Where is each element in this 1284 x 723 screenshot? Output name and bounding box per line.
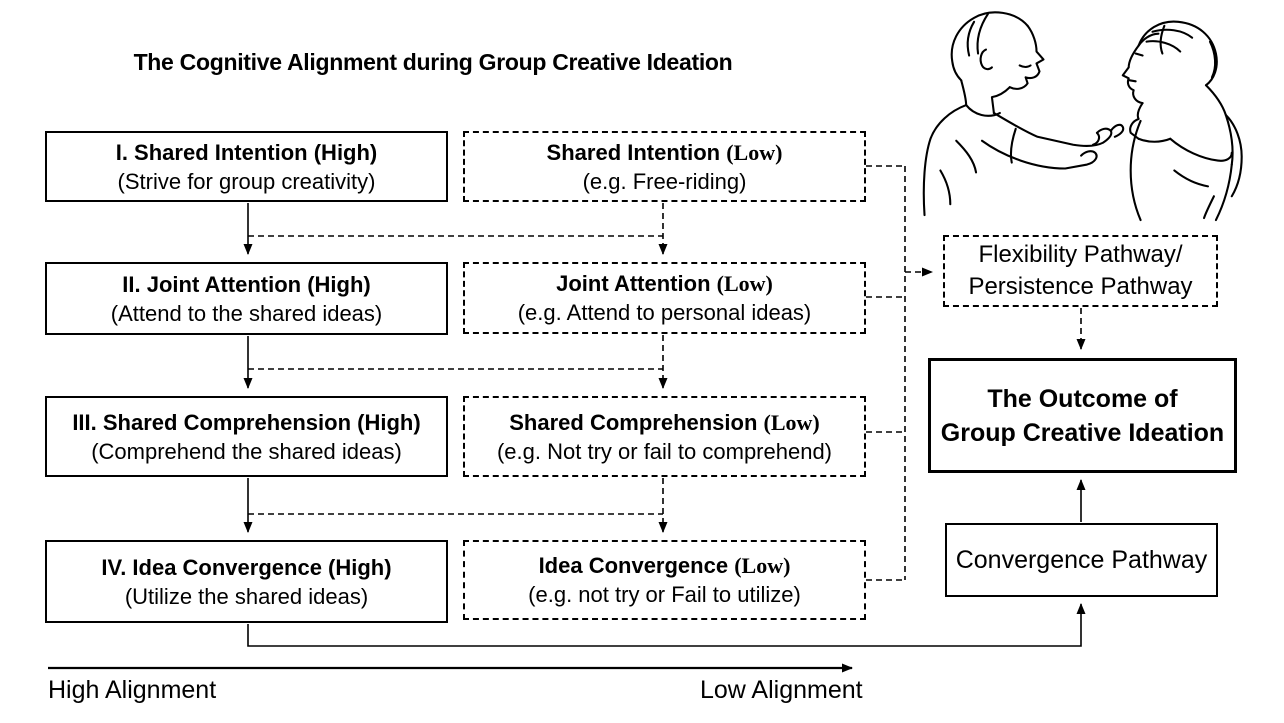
high-box-joint-attention: II. Joint Attention (High) (Attend to th…	[45, 262, 448, 335]
box-subtext: (e.g. Not try or fail to comprehend)	[496, 438, 833, 464]
box-heading: Idea Convergence (Low)	[538, 553, 791, 578]
box-subtext: (e.g. Attend to personal ideas)	[517, 300, 812, 325]
box-subtext: (e.g. not try or Fail to utilize)	[528, 582, 801, 607]
low-box-shared-comprehension: Shared Comprehension (Low) (e.g. Not try…	[463, 396, 866, 477]
low-box-joint-attention: Joint Attention (Low) (e.g. Attend to pe…	[463, 262, 866, 334]
arrow-high4-to-convergence	[247, 603, 1086, 647]
axis-label-high-alignment: High Alignment	[48, 676, 217, 704]
box-heading: II. Joint Attention (High)	[122, 271, 371, 297]
pathway-box: Flexibility Pathway/ Persistence Pathway	[943, 235, 1218, 307]
box-subtext: (Comprehend the shared ideas)	[91, 438, 402, 464]
high-box-idea-convergence: IV. Idea Convergence (High) (Utilize the…	[45, 540, 448, 623]
pathway-line1: Flexibility Pathway/	[978, 241, 1183, 268]
pathway-line2: Persistence Pathway	[968, 273, 1193, 300]
low-tag: (Low)	[716, 271, 773, 296]
low-tag: (Low)	[763, 409, 820, 435]
low-box-idea-convergence: Idea Convergence (Low) (e.g. not try or …	[463, 540, 866, 620]
outcome-line2: Group Creative Ideation	[940, 418, 1225, 447]
box-heading: III. Shared Comprehension (High)	[72, 409, 421, 435]
diagram-title: The Cognitive Alignment during Group Cre…	[133, 49, 733, 75]
convergence-pathway-box: Convergence Pathway	[945, 523, 1218, 597]
box-heading: I. Shared Intention (High)	[115, 139, 378, 165]
axis-label-low-alignment: Low Alignment	[700, 676, 863, 704]
box-subtext: (Attend to the shared ideas)	[110, 300, 383, 326]
box-subtext: (Utilize the shared ideas)	[124, 583, 369, 609]
box-subtext: (Strive for group creativity)	[117, 168, 376, 194]
two-people-talking-illustration	[922, 11, 1243, 222]
box-heading: Shared Comprehension (Low)	[509, 409, 820, 435]
box-subtext: (e.g. Free-riding)	[582, 168, 747, 194]
convergence-label: Convergence Pathway	[955, 546, 1208, 574]
box-heading: Shared Intention (Low)	[546, 139, 783, 165]
high-box-shared-intention: I. Shared Intention (High) (Strive for g…	[45, 131, 448, 202]
outcome-box: The Outcome of Group Creative Ideation	[928, 358, 1237, 473]
low-tag: (Low)	[734, 553, 791, 578]
box-heading: Joint Attention (Low)	[556, 271, 773, 296]
high-box-shared-comprehension: III. Shared Comprehension (High) (Compre…	[45, 396, 448, 477]
box-heading: IV. Idea Convergence (High)	[101, 554, 392, 580]
low-box-shared-intention: Shared Intention (Low) (e.g. Free-riding…	[463, 131, 866, 202]
outcome-line1: The Outcome of	[987, 384, 1178, 413]
low-tag: (Low)	[726, 139, 783, 165]
